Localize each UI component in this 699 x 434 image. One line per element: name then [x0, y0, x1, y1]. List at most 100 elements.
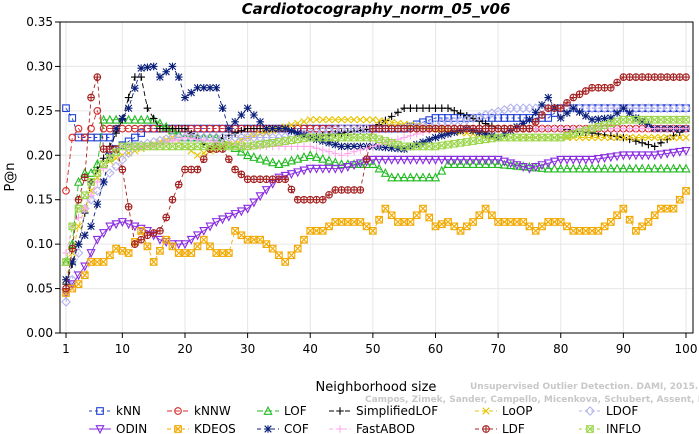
data-point-kdeos — [575, 226, 584, 235]
legend-label-ldf: LDF — [502, 422, 525, 434]
data-point-ldf — [450, 124, 459, 133]
legend-marker-ldof — [585, 406, 595, 416]
data-point-lof — [468, 159, 478, 169]
data-point-odin — [487, 155, 497, 165]
data-point-odin — [243, 204, 253, 214]
data-point-simplifiedlof — [394, 108, 402, 117]
watermark-line2: Campos, Zimek, Sander, Campello, Micenko… — [365, 395, 699, 405]
data-point-odin — [637, 151, 647, 161]
data-point-ldof — [123, 148, 134, 158]
data-point-lof — [305, 150, 315, 160]
data-point-loop — [600, 133, 609, 142]
x-tick-label: 90 — [616, 342, 631, 356]
data-point-ldf — [137, 235, 146, 244]
data-point-lof — [537, 162, 547, 172]
legend-entry-ldf: LDF — [475, 422, 525, 434]
data-point-lof — [612, 163, 622, 173]
data-point-kdeos — [356, 218, 365, 226]
legend-marker-simplifiedlof — [336, 407, 344, 415]
data-point-cof — [588, 115, 596, 124]
data-point-kdeos — [262, 240, 271, 248]
x-tick-label: 10 — [115, 342, 130, 356]
data-point-odin — [111, 220, 121, 230]
data-point-kdeos — [450, 222, 459, 231]
data-point-cof — [556, 114, 565, 122]
data-point-cof — [325, 139, 333, 147]
data-point-odin — [562, 155, 572, 165]
data-point-knn — [68, 114, 77, 122]
data-point-lof — [280, 157, 290, 167]
data-point-inflo — [682, 115, 690, 124]
data-point-kdeos — [682, 186, 690, 195]
legend-label-ldof: LDOF — [606, 404, 638, 418]
data-point-simplifiedlof — [181, 124, 189, 133]
data-point-simplifiedlof — [469, 114, 477, 123]
data-point-inflo — [362, 133, 371, 142]
data-point-kdeos — [300, 235, 308, 244]
data-point-kdeos — [156, 246, 164, 255]
data-point-kdeos — [312, 226, 321, 235]
data-point-cof — [199, 83, 208, 92]
data-point-cof — [400, 145, 408, 153]
data-point-cof — [206, 83, 214, 92]
data-point-ldf — [262, 175, 271, 184]
data-point-lof — [506, 160, 516, 170]
data-point-loop — [300, 117, 308, 126]
data-point-odin — [318, 164, 328, 174]
data-point-inflo — [400, 142, 409, 151]
data-point-simplifiedlof — [143, 104, 152, 112]
x-axis: 1 10 20 30 40 50 60 70 80 90 100 — [62, 333, 697, 356]
data-point-loop — [650, 133, 659, 142]
legend-entry-loop: LoOP — [475, 404, 533, 418]
data-point-ldof — [342, 123, 353, 134]
data-point-knnw — [74, 124, 83, 133]
data-point-ldof — [674, 103, 685, 114]
data-point-kdeos — [124, 249, 133, 257]
data-point-ldf — [162, 213, 171, 222]
data-point-kdeos — [675, 195, 684, 204]
legend-entry-knn: kNN — [89, 404, 141, 418]
data-point-odin — [105, 222, 115, 232]
legend-label-cof: COF — [284, 422, 309, 434]
data-point-ldf — [293, 195, 302, 204]
data-point-lof — [268, 157, 278, 167]
data-point-loop — [657, 133, 665, 142]
data-point-ldf — [462, 124, 471, 133]
data-point-simplifiedlof — [450, 106, 459, 115]
data-point-loop — [632, 133, 640, 142]
data-point-ldf — [675, 73, 684, 81]
data-point-cof — [143, 63, 152, 72]
data-point-inflo — [68, 222, 77, 231]
data-point-cof — [337, 142, 346, 151]
data-point-cof — [437, 131, 446, 140]
data-point-odin — [124, 220, 134, 230]
data-point-kdeos — [293, 244, 302, 253]
data-point-ldf — [682, 73, 690, 81]
data-point-loop — [362, 116, 371, 124]
data-point-loop — [325, 116, 333, 124]
data-point-odin — [518, 162, 528, 172]
data-point-lof — [336, 159, 347, 169]
data-point-ldf — [494, 124, 502, 133]
data-point-fastabod — [312, 144, 321, 152]
data-point-odin — [380, 155, 390, 165]
data-point-cof — [262, 124, 271, 133]
data-point-odin — [286, 170, 297, 180]
data-point-simplifiedlof — [137, 73, 145, 81]
data-point-ldf — [550, 104, 559, 113]
data-point-kdeos — [488, 211, 496, 220]
data-point-simplifiedlof — [387, 112, 396, 121]
data-point-lof — [399, 172, 409, 182]
legend-marker-knnw — [174, 407, 182, 415]
data-point-odin — [556, 155, 566, 165]
data-point-cof — [613, 109, 621, 117]
data-point-kdeos — [419, 204, 427, 213]
data-point-kdeos — [256, 235, 264, 244]
data-point-loop — [74, 222, 83, 231]
data-point-kdeos — [224, 249, 233, 257]
data-point-lof — [593, 163, 603, 173]
data-point-loop — [331, 116, 339, 124]
data-point-loop — [676, 133, 684, 142]
data-point-ldf — [306, 195, 315, 204]
data-point-knn — [137, 129, 146, 137]
